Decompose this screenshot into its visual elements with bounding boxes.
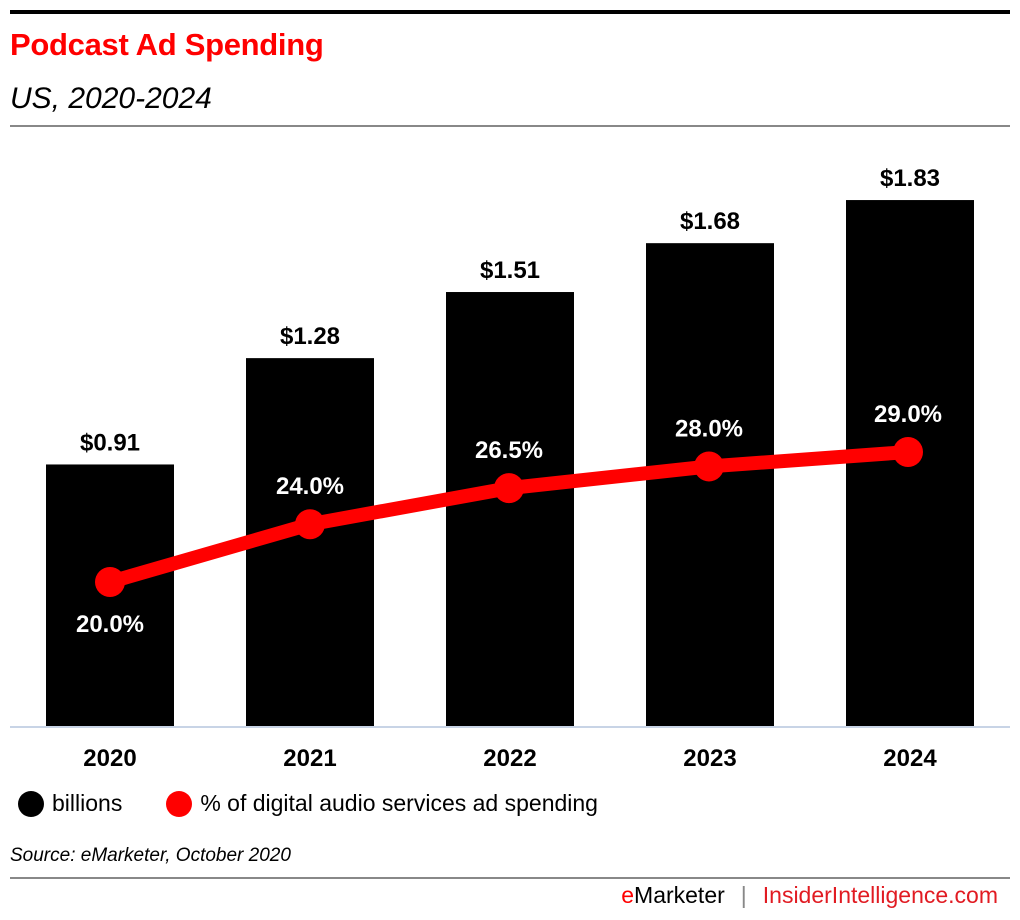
line-point-2022 — [494, 473, 524, 504]
insider-intelligence-link[interactable]: InsiderIntelligence.com — [762, 882, 998, 908]
footer-divider — [10, 877, 1010, 879]
bar-labels: $0.91 $1.28 $1.51 $1.68 $1.83 — [80, 165, 940, 456]
top-rule — [10, 10, 1010, 14]
line-value-label: 29.0% — [874, 401, 942, 428]
subtitle-divider — [10, 125, 1010, 127]
bar-value-label: $1.68 — [680, 208, 740, 235]
legend-item-billions: billions — [18, 790, 122, 817]
x-tick-label: 2020 — [83, 745, 136, 772]
line-value-label: 28.0% — [675, 415, 743, 442]
bar-value-label: $1.28 — [280, 323, 340, 350]
footer-branding: eMarketer | InsiderIntelligence.com — [621, 882, 998, 909]
chart-plot: $0.91$1.28$1.51$1.68$1.83 2020 2021 2022 20… — [10, 165, 1010, 772]
bar-value-label: $1.83 — [880, 165, 940, 192]
chart-subtitle: US, 2020-2024 — [10, 82, 212, 115]
x-tick-label: 2024 — [883, 745, 937, 772]
line-point-2024 — [893, 437, 923, 467]
line-labels: 20.0% 24.0% 26.5% 28.0% 29.0% — [76, 401, 942, 638]
x-tick-label: 2021 — [283, 745, 336, 772]
chart-title: Podcast Ad Spending — [10, 27, 324, 62]
bar-value-label: $1.51 — [480, 257, 540, 284]
bar-2023 — [646, 243, 774, 726]
line-series — [95, 437, 923, 597]
x-tick-labels: 2020 2021 2022 2023 2024 — [83, 745, 937, 772]
emarketer-logo: eMarketer — [621, 882, 725, 908]
footer-separator: | — [740, 882, 747, 908]
line-value-label: 24.0% — [276, 473, 344, 500]
legend-dot-black-icon — [18, 790, 44, 817]
line-value-label: 20.0% — [76, 611, 144, 638]
line-point-2023 — [694, 451, 724, 482]
line-value-label: 26.5% — [475, 437, 543, 464]
legend-label: billions — [52, 790, 123, 816]
legend-dot-red-icon — [166, 790, 193, 817]
legend-label: % of digital audio services ad spending — [200, 790, 598, 816]
line-point-2020 — [95, 567, 125, 597]
source-note: Source: eMarketer, October 2020 — [10, 845, 291, 866]
x-tick-label: 2022 — [483, 745, 536, 772]
bar-2022 — [446, 292, 574, 726]
legend: billions % of digital audio services ad … — [18, 790, 642, 817]
bar-value-label: $0.91 — [80, 429, 140, 456]
line-point-2021 — [295, 509, 325, 540]
x-tick-label: 2023 — [683, 745, 736, 772]
legend-item-percent: % of digital audio services ad spending — [166, 790, 598, 817]
